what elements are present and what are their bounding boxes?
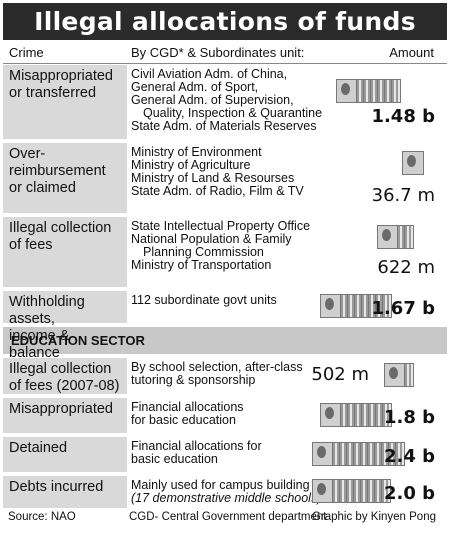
unit-line: State Adm. of Materials Reserves xyxy=(131,119,317,133)
crime-label: Withholding assets, income & balance xyxy=(3,291,127,361)
banknote-icon xyxy=(384,363,406,387)
footer-note: CGD- Central Government department xyxy=(129,511,327,523)
unit-line: Ministry of Transportation xyxy=(131,258,272,272)
table-row: Illegal collection of fees State Intellect… xyxy=(3,217,447,287)
unit-line: State Adm. of Radio, Film & TV xyxy=(131,184,304,198)
unit-line: Ministry of Agriculture xyxy=(131,158,251,172)
crime-label-line: or transferred xyxy=(9,85,97,101)
banknote-icon xyxy=(377,225,399,249)
unit-list: By school selection, after-class tutoring… xyxy=(127,358,339,394)
banknote-icon xyxy=(404,225,414,249)
table-row: Misappropriated Financial allocations for … xyxy=(3,398,447,433)
unit-list: Ministry of Environment Ministry of Agric… xyxy=(127,143,339,213)
unit-list: State Intellectual Property Office Nation… xyxy=(127,217,339,287)
banknote-icon xyxy=(336,79,358,103)
banknote-icon xyxy=(382,294,392,318)
unit-line: for basic education xyxy=(131,413,236,427)
crime-label: Misappropriated or transferred xyxy=(3,65,127,139)
crime-label-line: income & balance xyxy=(9,328,70,361)
crime-label-line: Over- xyxy=(9,146,46,162)
crime-label-line: Misappropriated xyxy=(9,68,113,84)
crime-label: Over-reimbursement or claimed xyxy=(3,143,127,213)
crime-label-line: Illegal collection xyxy=(9,220,112,236)
banknote-icon xyxy=(312,442,334,466)
chart-title: Illegal allocations of funds xyxy=(3,3,447,40)
unit-line: Quality, Inspection & Quarantine xyxy=(143,106,323,120)
crime-label: Illegal collection of fees (2007-08) xyxy=(3,358,127,394)
amount-label: 2.0 b xyxy=(383,483,435,504)
unit-line: (17 demonstrative middle schools) xyxy=(131,491,322,505)
unit-line: Ministry of Land & Resourses xyxy=(131,171,295,185)
unit-line: basic education xyxy=(131,452,218,466)
unit-line: State Intellectual Property Office xyxy=(131,219,311,233)
crime-label-line: Detained xyxy=(9,440,68,456)
unit-line: Ministry of Environment xyxy=(131,145,262,159)
section-label-education: EDUCATION SECTOR xyxy=(3,327,447,354)
table-row: Withholding assets, income & balance 112 s… xyxy=(3,291,447,361)
crime-label-line: or claimed xyxy=(9,180,76,196)
crime-label-line: of fees (2007-08) xyxy=(9,378,120,394)
header-amount: Amount xyxy=(389,45,434,60)
table-row: Over-reimbursement or claimed Ministry of … xyxy=(3,143,447,213)
unit-line: General Adm. of Sport, xyxy=(131,80,259,94)
banknote-icon xyxy=(381,479,391,503)
unit-line: Financial allocations for xyxy=(131,439,262,453)
banknote-icon xyxy=(312,479,334,503)
amount-label: 1.48 b xyxy=(371,106,435,127)
unit-line: By school selection, after-class xyxy=(131,360,303,374)
unit-line: Mainly used for campus building xyxy=(131,478,310,492)
crime-label: Debts incurred xyxy=(3,476,127,508)
amount-label: 2.4 b xyxy=(383,446,435,467)
unit-line: Financial allocations xyxy=(131,400,244,414)
crime-label-line: Withholding assets, xyxy=(9,294,85,327)
amount-label: 1.8 b xyxy=(383,407,435,428)
footer-credit: Graphic by Kinyen Pong xyxy=(311,511,436,523)
amount-label: 1.67 b xyxy=(371,298,435,319)
unit-list: Civil Aviation Adm. of China, General Adm… xyxy=(127,65,339,139)
crime-label-line: of fees xyxy=(9,237,53,253)
amount-label: 36.7 m xyxy=(371,185,435,206)
crime-label-line: Illegal collection xyxy=(9,361,112,377)
amount-label: 502 m xyxy=(311,364,369,385)
table-row: Detained Financial allocations for basic e… xyxy=(3,437,447,472)
unit-line: Planning Commission xyxy=(143,245,264,259)
unit-list: Mainly used for campus building (17 demon… xyxy=(127,476,339,508)
amount-label: 622 m xyxy=(377,257,435,278)
crime-label-line: reimbursement xyxy=(9,163,106,179)
header-crime: Crime xyxy=(9,45,44,60)
unit-list: Financial allocations for basic education xyxy=(127,398,339,433)
table-row: Misappropriated or transferred Civil Aviat… xyxy=(3,65,447,139)
table-row: Debts incurred Mainly used for campus bui… xyxy=(3,476,447,508)
unit-line: National Population & Family xyxy=(131,232,292,246)
banknote-icon xyxy=(395,442,405,466)
unit-list: 112 subordinate govt units xyxy=(127,291,339,323)
crime-label-line: Misappropriated xyxy=(9,401,113,417)
banknote-icon xyxy=(404,363,414,387)
crime-label: Illegal collection of fees xyxy=(3,217,127,287)
header-divider xyxy=(3,63,447,64)
footer-source: Source: NAO xyxy=(8,511,76,523)
banknote-icon xyxy=(320,403,342,427)
unit-line: Civil Aviation Adm. of China, xyxy=(131,67,288,81)
unit-line: 112 subordinate govt units xyxy=(131,293,277,307)
banknote-icon xyxy=(402,151,424,175)
banknote-icon xyxy=(382,403,392,427)
banknote-icon xyxy=(320,294,342,318)
table-row: Illegal collection of fees (2007-08) By sc… xyxy=(3,358,447,394)
unit-list: Financial allocations for basic education xyxy=(127,437,339,472)
header-units: By CGD* & Subordinates unit: xyxy=(131,45,305,60)
unit-line: General Adm. of Supervision, xyxy=(131,93,294,107)
crime-label-line: Debts incurred xyxy=(9,479,104,495)
banknote-icon xyxy=(391,79,401,103)
crime-label: Misappropriated xyxy=(3,398,127,433)
crime-label: Detained xyxy=(3,437,127,472)
unit-line: tutoring & sponsorship xyxy=(131,373,256,387)
